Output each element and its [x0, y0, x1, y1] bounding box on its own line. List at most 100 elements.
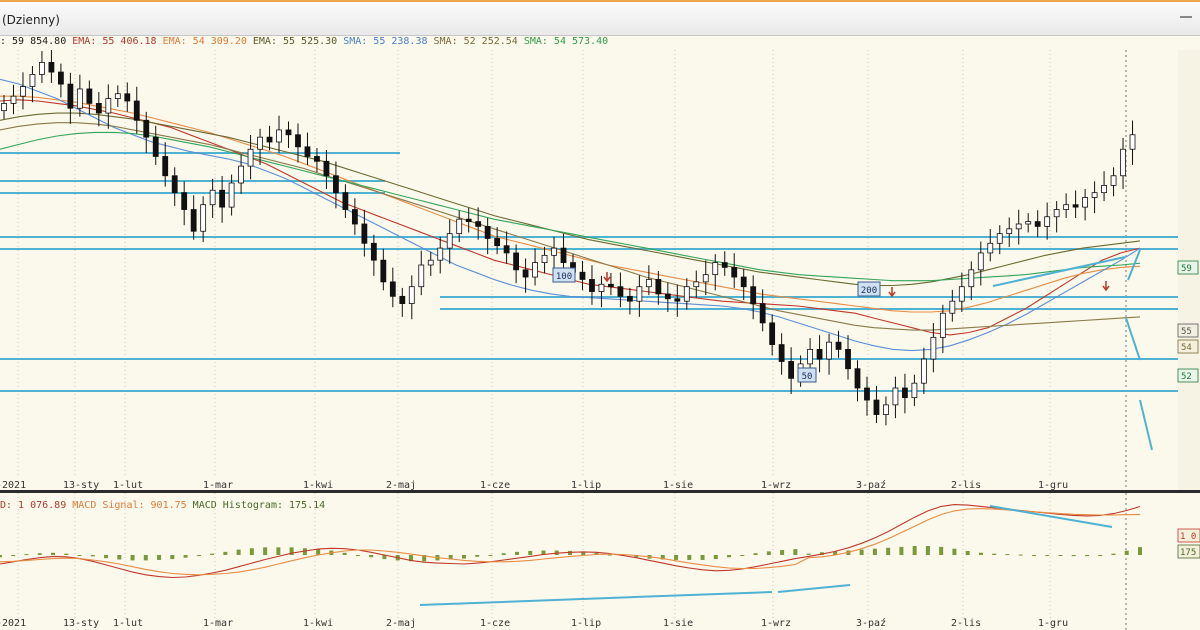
histogram-bar [11, 555, 16, 556]
histogram-bar [833, 551, 838, 555]
candlestick [266, 125, 273, 151]
minimize-icon[interactable] [1180, 16, 1192, 18]
candlestick [29, 66, 36, 103]
histogram-bar [978, 552, 983, 555]
candlestick [1025, 213, 1032, 233]
candlestick [333, 161, 339, 209]
histogram-bar [276, 547, 281, 555]
candlestick [162, 142, 169, 187]
x-tick-label: 1-kwi [303, 480, 333, 490]
candlestick [247, 135, 254, 180]
candlestick [48, 50, 55, 83]
ma-marker-label: 200 [857, 281, 881, 297]
candlestick [617, 272, 624, 308]
histogram-bar [422, 555, 427, 562]
candlestick [418, 250, 425, 296]
candlestick [911, 374, 918, 407]
histogram-bar [1018, 554, 1023, 556]
legend-entry: SMA: 52 252.54 [427, 36, 518, 47]
histogram-bar [740, 555, 745, 556]
histogram-bar [952, 548, 957, 555]
candlestick [95, 92, 102, 127]
svg-text:55: 55 [1181, 327, 1192, 337]
svg-text:100: 100 [556, 272, 572, 282]
candlestick [996, 225, 1003, 255]
candlestick [513, 244, 519, 284]
x-tick-label: 1-gru [1038, 618, 1068, 629]
candlestick [627, 287, 633, 315]
panel-separator[interactable] [0, 490, 1200, 493]
svg-text:59: 59 [1181, 264, 1192, 274]
window-title: (Dzienny) [2, 13, 60, 27]
candlestick [200, 196, 207, 243]
legend-entry: : 59 854.80 [0, 36, 67, 47]
candlestick [532, 248, 538, 286]
histogram-bar [1124, 550, 1129, 555]
macd-legend-entry: MACD Signal: 901.75 [66, 500, 187, 511]
histogram-bar [236, 549, 241, 555]
histogram-bar [0, 555, 2, 558]
x-tick-label: 2-lis [951, 480, 981, 490]
candlestick [835, 330, 842, 358]
histogram-bar [117, 555, 122, 560]
sma_1-line [0, 78, 1141, 352]
candlestick [816, 335, 823, 373]
histogram-bar [170, 555, 175, 560]
ema_3-line [0, 112, 1141, 287]
histogram-bar [700, 555, 705, 560]
candlestick [522, 258, 529, 293]
macd-axis-label: 1 0 [1177, 528, 1200, 543]
x-tick-label: 1-gru [1038, 480, 1068, 490]
histogram-bar [1098, 555, 1103, 556]
candlestick [645, 265, 652, 296]
candlestick [39, 51, 45, 83]
trend-line [1125, 317, 1141, 361]
histogram-bar [607, 554, 612, 556]
svg-text:54: 54 [1181, 343, 1192, 353]
candlestick [1006, 217, 1013, 247]
histogram-bar [1111, 553, 1116, 555]
macd-chart: 1 0 175 -2021 13-sty 1-lut 1-mar 1-kwi 2-maj 1-c… [0, 493, 1200, 630]
candlestick [475, 207, 482, 240]
candlestick [437, 236, 444, 274]
candlestick [285, 121, 292, 149]
histogram-bar [780, 550, 785, 555]
histogram-bar [912, 546, 917, 555]
candlestick [778, 333, 785, 375]
x-tick-label: -2021 [0, 618, 26, 629]
histogram-bar [793, 549, 798, 555]
candlestick [351, 198, 358, 235]
histogram-bar [448, 555, 453, 560]
histogram-bar [51, 552, 56, 555]
trend-line [1139, 399, 1153, 451]
candlestick [389, 267, 396, 308]
candlestick [977, 241, 984, 286]
candlestick [902, 373, 908, 414]
histogram-bar [581, 551, 586, 555]
candlestick [683, 278, 690, 310]
candlestick [987, 229, 994, 262]
x-tick-label: 13-sty [63, 480, 99, 490]
histogram-bar [541, 550, 546, 555]
histogram-bar [37, 553, 42, 555]
candlestick [484, 217, 491, 255]
histogram-bar [899, 546, 904, 555]
x-tick-label: 1-lut [113, 480, 143, 490]
indicator-legend: : 59 854.80 EMA: 55 406.18 EMA: 54 309.2… [0, 36, 1200, 50]
histogram-bar [939, 546, 944, 555]
candlestick [636, 275, 643, 317]
candlestick [883, 396, 889, 426]
x-tick-label: 2-maj [386, 480, 416, 490]
candlestick [712, 254, 719, 291]
price-axis-label: 52 [1177, 368, 1199, 383]
histogram-bar [674, 555, 679, 560]
histogram-bar [130, 555, 135, 561]
candlestick [892, 376, 899, 419]
macd-legend-entry: MACD Histogram: 175.14 [186, 500, 326, 511]
trend-line [419, 591, 773, 606]
candlestick [1015, 209, 1022, 245]
x-tick-label: 1-wrz [761, 618, 791, 629]
candlestick [171, 167, 178, 206]
candlestick [427, 251, 434, 276]
candlestick [370, 234, 377, 276]
